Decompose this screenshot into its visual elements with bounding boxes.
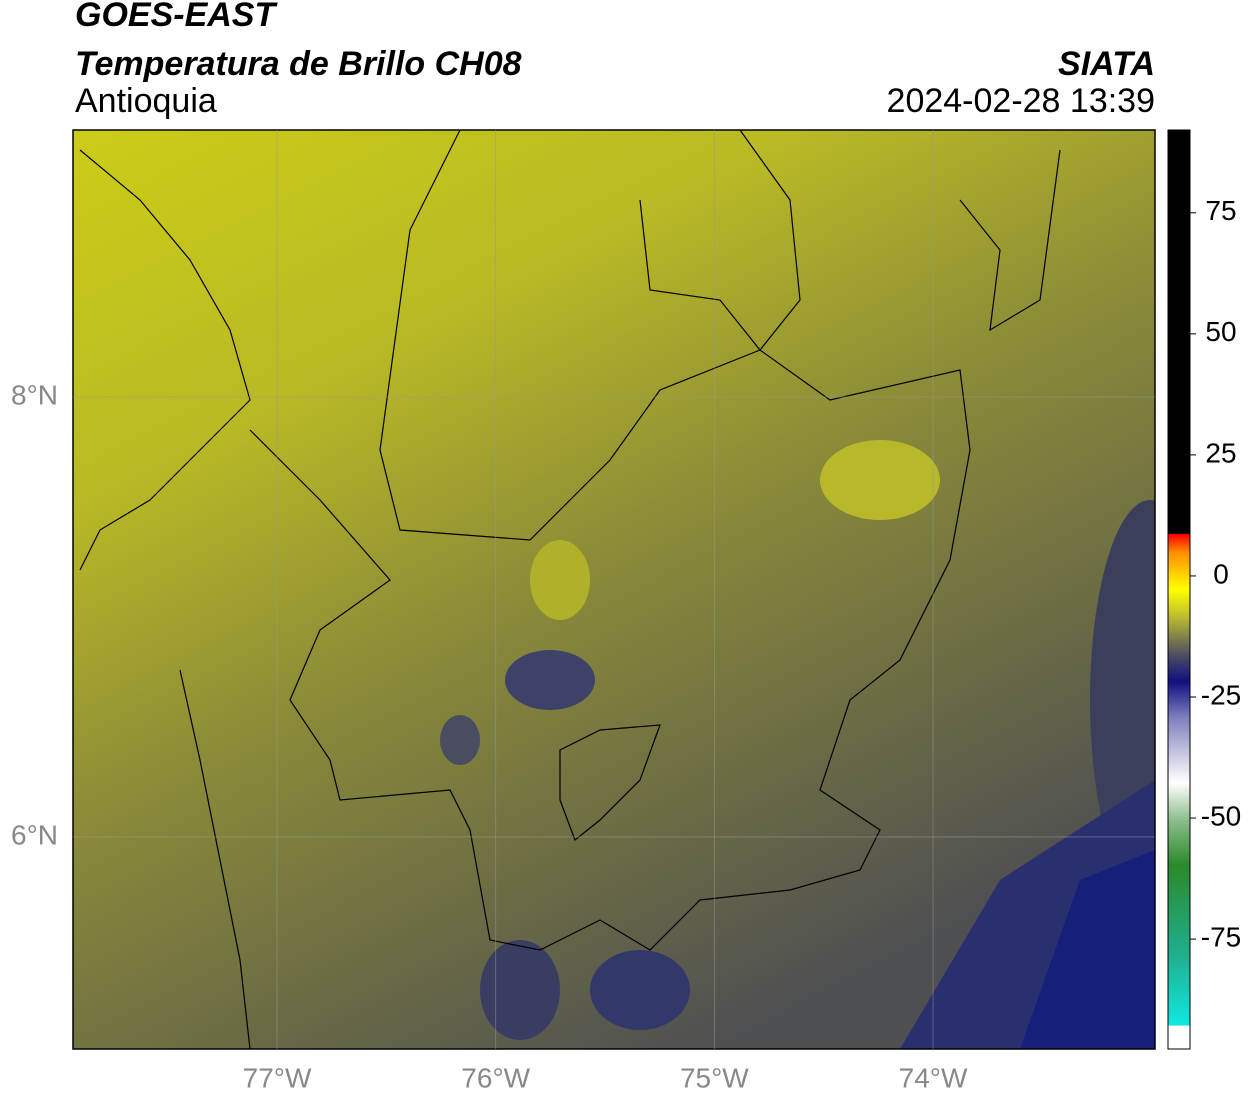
colorbar-tick-label: -75 bbox=[1201, 921, 1241, 952]
source: SIATA bbox=[1058, 45, 1155, 83]
colorbar-tick-label: 0 bbox=[1213, 558, 1229, 589]
map-field bbox=[73, 130, 1155, 1049]
colorbar-tick-label: 25 bbox=[1205, 437, 1236, 468]
map-frame bbox=[72, 129, 1156, 1050]
colorbar-tick-label: -50 bbox=[1201, 800, 1241, 831]
colorbar-tick-label: -25 bbox=[1201, 679, 1241, 710]
lon-tick-label: 75°W bbox=[680, 1062, 749, 1093]
colorbar-tick-label: 50 bbox=[1205, 316, 1236, 347]
title: GOES-EAST bbox=[75, 0, 278, 34]
region: Antioquia bbox=[75, 82, 217, 120]
timestamp: 2024-02-28 13:39 bbox=[887, 82, 1155, 120]
colorbar-tick-label: 75 bbox=[1205, 195, 1236, 226]
lat-tick-label: 8°N bbox=[11, 379, 58, 410]
borders bbox=[79, 130, 1061, 1049]
lon-tick-label: 74°W bbox=[899, 1062, 968, 1093]
subtitle: Temperatura de Brillo CH08 bbox=[75, 45, 522, 83]
lon-tick-label: 77°W bbox=[243, 1062, 312, 1093]
lat-tick-label: 6°N bbox=[11, 819, 58, 850]
colorbar bbox=[1167, 129, 1191, 1050]
lon-tick-label: 76°W bbox=[461, 1062, 530, 1093]
